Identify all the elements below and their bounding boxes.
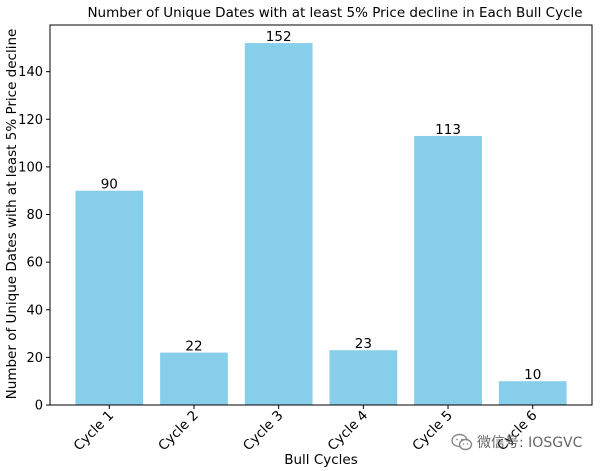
x-tick-label-2: Cycle 2 (155, 408, 202, 455)
y-tick-label-7: 140 (18, 65, 43, 80)
wechat-icon (451, 433, 473, 451)
y-tick-label-4: 80 (26, 208, 43, 223)
bar-value-label-2: 22 (185, 339, 202, 355)
bar-6 (498, 381, 567, 405)
y-tick-label-2: 40 (26, 303, 43, 318)
plot-frame (49, 24, 593, 406)
bar-value-label-4: 23 (355, 336, 372, 352)
watermark: 微信号: IOSGVC (451, 432, 582, 452)
bars-layer (75, 43, 567, 405)
data-labels-layer: 90 22 152 23 113 10 (101, 29, 542, 383)
y-tick-label-6: 120 (18, 113, 43, 128)
y-tick-label-5: 100 (18, 160, 43, 175)
watermark-text: 微信号: IOSGVC (477, 435, 583, 451)
bar-value-label-6: 10 (524, 367, 541, 383)
x-tick-label-3: Cycle 3 (240, 408, 287, 455)
bar-2 (160, 352, 228, 405)
bar-value-label-3: 152 (266, 29, 292, 45)
x-tick-label-5: Cycle 5 (409, 408, 456, 455)
x-axis-label: Bull Cycles (284, 452, 358, 468)
bar-3 (244, 43, 313, 405)
chart-title: Number of Unique Dates with at least 5% … (87, 5, 582, 21)
bar-value-label-5: 113 (435, 122, 461, 138)
y-tick-label-3: 60 (26, 256, 43, 271)
bar-value-label-1: 90 (101, 177, 118, 193)
y-ticks-layer: 0 20 40 60 80 100 120 140 (18, 65, 50, 414)
y-tick-label-1: 20 (26, 351, 43, 366)
y-axis-label: Number of Unique Dates with at least 5% … (4, 29, 20, 400)
x-tick-label-1: Cycle 1 (71, 408, 118, 455)
bar-5 (414, 135, 482, 405)
bar-1 (75, 190, 144, 405)
bar-4 (329, 350, 398, 405)
y-tick-label-0: 0 (35, 399, 43, 414)
x-tick-label-4: Cycle 4 (325, 408, 372, 455)
